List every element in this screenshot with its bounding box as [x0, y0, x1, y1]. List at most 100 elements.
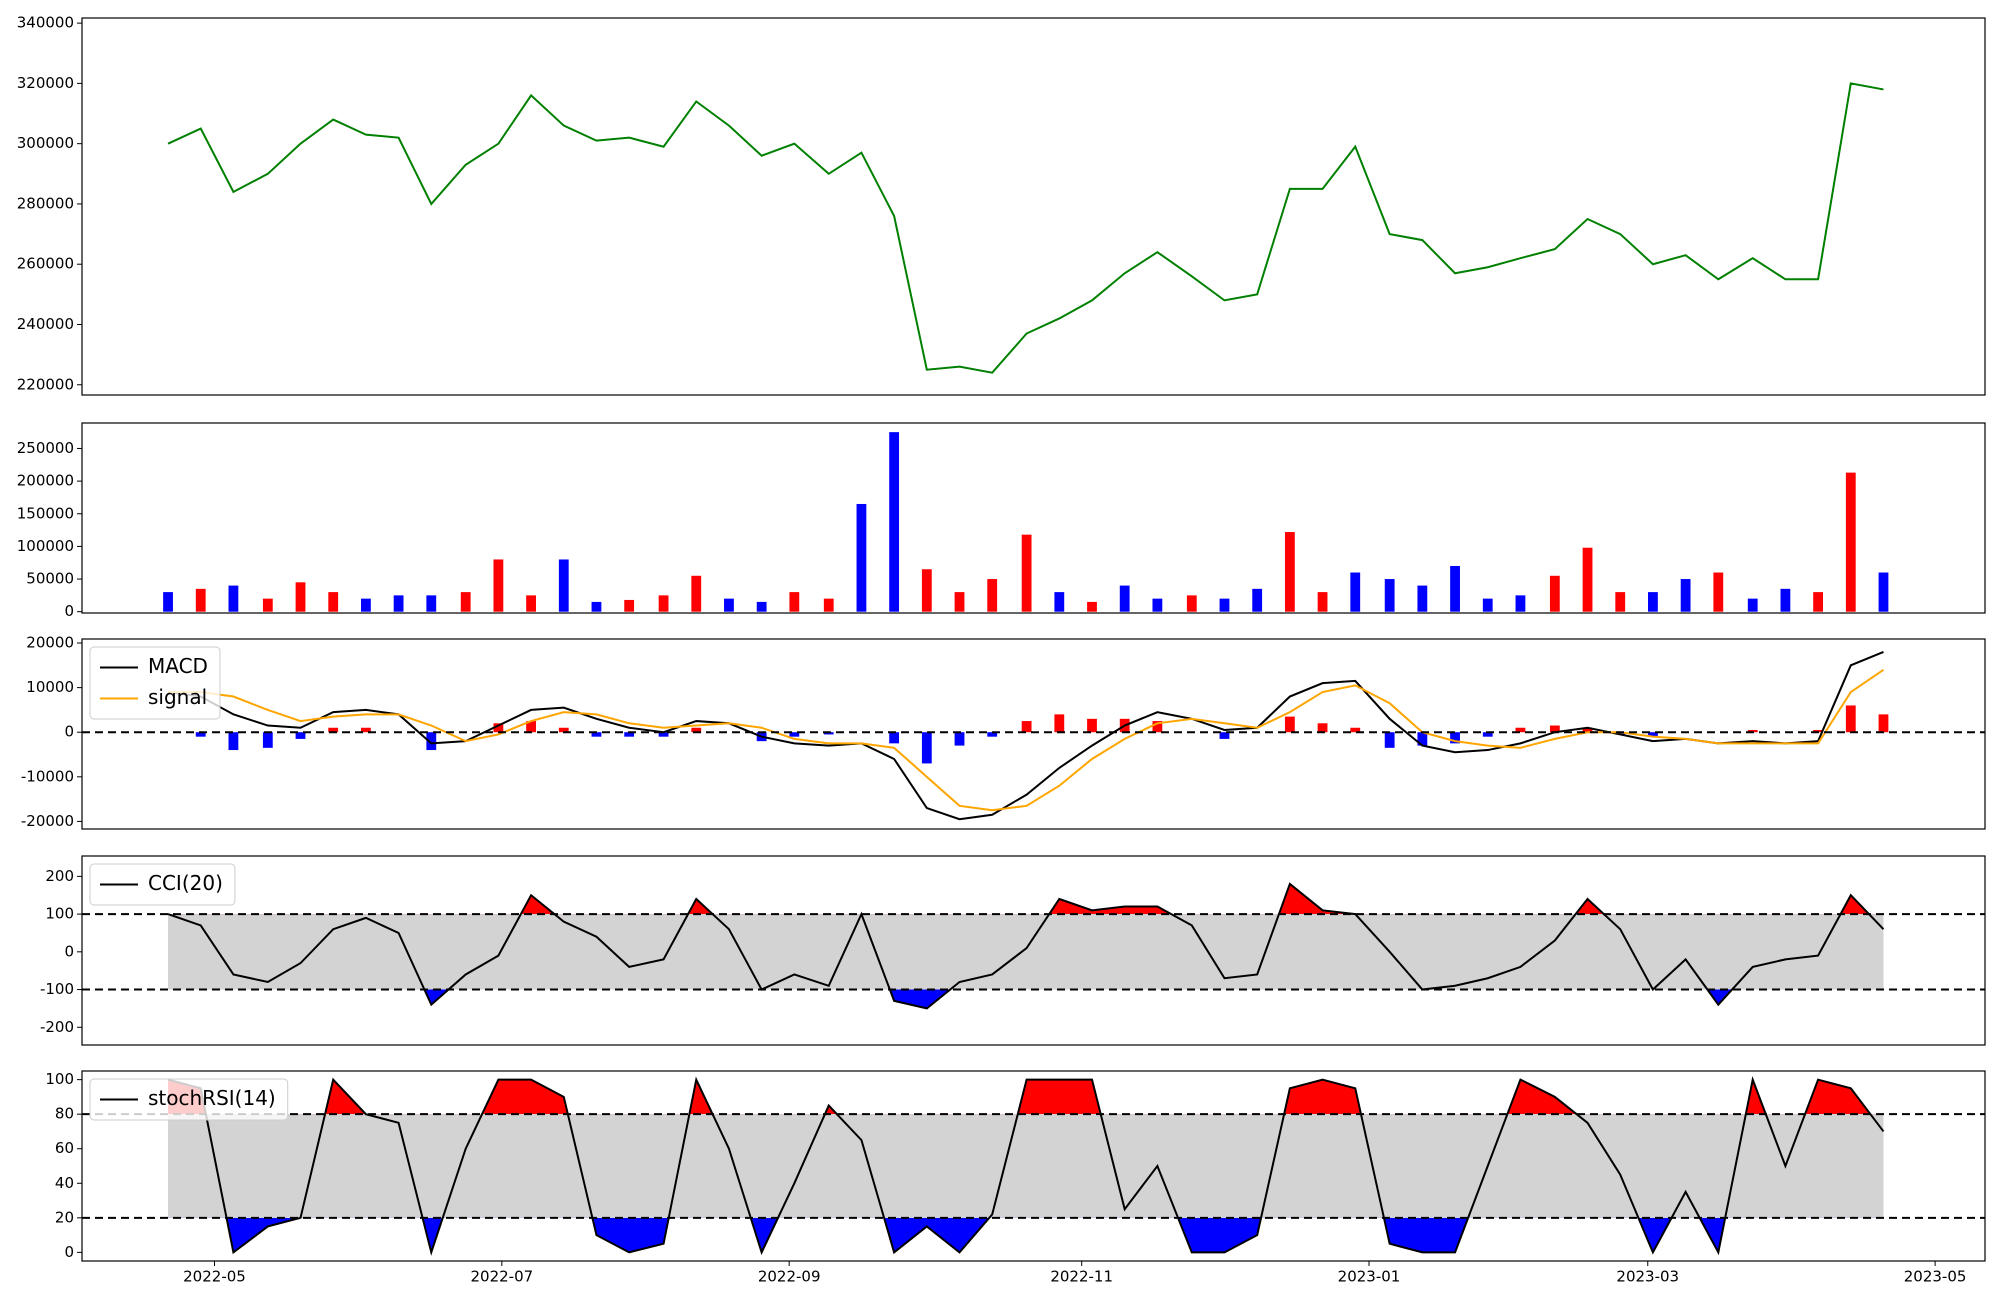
- histogram-bar: [360, 727, 371, 733]
- histogram-bar: [1648, 732, 1658, 737]
- bar: [1680, 579, 1691, 612]
- y-tick-label: 200: [45, 867, 74, 885]
- histogram-bar: [328, 727, 339, 733]
- histogram-bar: [195, 732, 206, 737]
- bar: [1747, 598, 1758, 612]
- bar: [295, 582, 306, 612]
- histogram-bar: [889, 732, 900, 744]
- y-tick-label: 200000: [17, 472, 74, 490]
- bar: [493, 559, 504, 612]
- histogram-bar: [1284, 716, 1295, 733]
- y-tick-label: -100: [40, 980, 74, 998]
- histogram-bar: [624, 732, 635, 737]
- y-tick-label: 220000: [17, 375, 74, 393]
- histogram-bar: [526, 721, 536, 733]
- y-tick-label: 0: [64, 723, 74, 741]
- histogram-bar: [1747, 729, 1758, 733]
- bar: [1350, 572, 1361, 612]
- panel: 0 20 40 60 80 100 2022-05 2022-07 2022-09 2022-11…: [45, 1070, 1986, 1286]
- bar: [1021, 534, 1032, 612]
- bar: [1450, 565, 1460, 612]
- legend-label: signal: [148, 685, 207, 709]
- y-tick-label: 250000: [17, 439, 74, 457]
- bar: [1582, 547, 1593, 612]
- histogram-bar: [1317, 723, 1328, 733]
- bar: [1845, 472, 1856, 612]
- y-tick-label: 0: [64, 1243, 74, 1261]
- legend-box: [89, 1078, 289, 1121]
- above-fill: [168, 1079, 1884, 1115]
- below-fill: [168, 989, 1884, 1009]
- y-tick-label: 340000: [17, 14, 74, 32]
- bar: [954, 592, 965, 612]
- y-tick-label: 50000: [26, 570, 74, 588]
- histogram-bar: [228, 732, 239, 751]
- y-tick-label: 100: [45, 905, 74, 923]
- histogram-bar: [1878, 714, 1889, 733]
- y-tick-label: 60: [55, 1139, 74, 1157]
- bar: [1482, 598, 1493, 612]
- below-fill: [168, 1217, 1884, 1253]
- bar: [1549, 575, 1560, 612]
- bar: [228, 585, 239, 612]
- series-line: [167, 882, 1885, 1010]
- histogram-bar: [1582, 727, 1593, 733]
- legend-label: CCI(20): [148, 871, 223, 895]
- bar: [624, 599, 635, 612]
- histogram-bar: [1450, 732, 1460, 744]
- histogram-bar: [789, 732, 800, 737]
- bar: [1252, 588, 1263, 612]
- x-tick-label: 2022-11: [1050, 1268, 1113, 1286]
- bar: [1713, 572, 1724, 612]
- bar: [987, 579, 998, 612]
- legend: stochRSI(14): [89, 1078, 289, 1121]
- legend: MACD signal: [89, 646, 221, 720]
- x-tick-label: 2023-01: [1338, 1268, 1401, 1286]
- bar: [526, 595, 536, 612]
- bar: [921, 569, 932, 612]
- histogram-bar: [493, 723, 504, 733]
- x-tick-label: 2023-03: [1616, 1268, 1679, 1286]
- bar: [558, 559, 569, 612]
- x-tick-label: 2022-05: [183, 1268, 246, 1286]
- legend-label: MACD: [148, 654, 208, 678]
- bar: [658, 595, 669, 612]
- histogram-bar: [262, 732, 273, 748]
- panel: -200 -100 0 100 200 CCI(20): [40, 855, 1986, 1046]
- y-tick-label: 80: [55, 1105, 74, 1123]
- legend-box: [89, 863, 236, 906]
- axes-frame: [81, 17, 1986, 396]
- panel: -20000 -10000 0 10000 20000 MACD signal: [21, 634, 1986, 830]
- histogram-bar: [1549, 725, 1560, 733]
- y-tick-label: 0: [64, 602, 74, 620]
- histogram-bar: [1482, 732, 1493, 737]
- histogram-bar: [1845, 705, 1856, 733]
- histogram-bar: [1813, 729, 1824, 733]
- histogram-bar: [691, 727, 702, 733]
- bar: [1219, 598, 1230, 612]
- histogram-bar: [1615, 732, 1626, 735]
- axes-frame: [81, 638, 1986, 830]
- y-tick-label: -200: [40, 1018, 74, 1036]
- histogram-bar: [426, 732, 437, 751]
- bar: [823, 598, 834, 612]
- y-tick-label: -10000: [21, 767, 74, 785]
- y-tick-label: 100: [45, 1070, 74, 1088]
- bar: [1186, 595, 1197, 612]
- y-tick-label: 40: [55, 1174, 74, 1192]
- bar: [1384, 579, 1395, 612]
- axes-frame: [81, 422, 1986, 614]
- y-tick-label: 280000: [17, 194, 74, 212]
- legend-label: stochRSI(14): [148, 1086, 276, 1110]
- bar: [328, 592, 339, 612]
- histogram-bar: [558, 727, 569, 733]
- histogram-bar: [1417, 732, 1428, 746]
- series-line: [167, 82, 1884, 374]
- bar: [1648, 592, 1658, 612]
- bar: [889, 432, 900, 612]
- y-tick-label: 0: [64, 942, 74, 960]
- y-tick-label: 260000: [17, 255, 74, 273]
- bar: [1054, 592, 1065, 612]
- y-tick-label: 320000: [17, 74, 74, 92]
